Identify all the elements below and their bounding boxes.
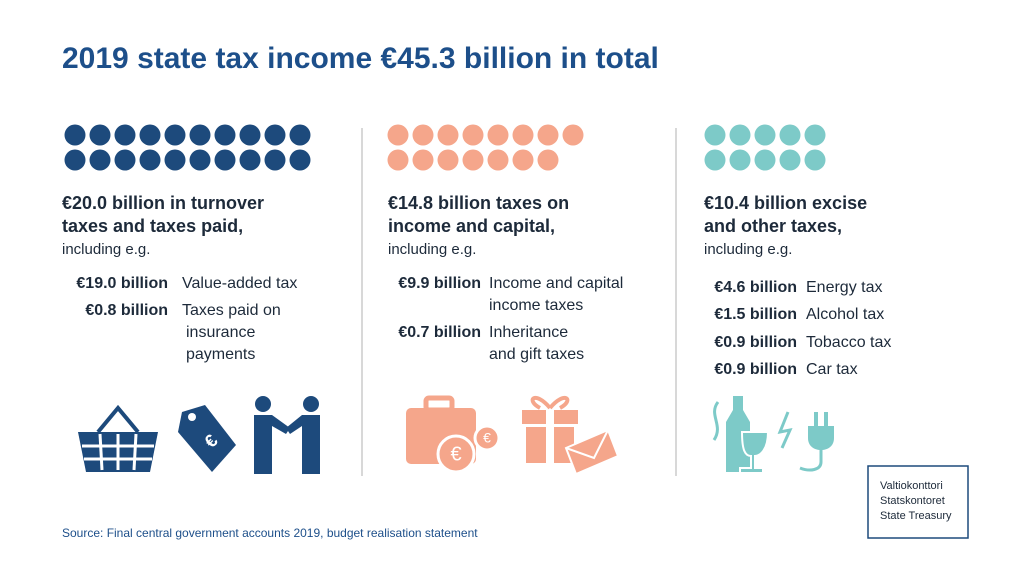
item-amount: €9.9 billion <box>398 275 481 292</box>
column-heading: and other taxes, <box>704 216 842 236</box>
dot <box>704 149 726 171</box>
dot <box>512 149 534 171</box>
dot <box>189 124 211 146</box>
dot <box>387 149 409 171</box>
item-label: Energy tax <box>806 279 882 296</box>
dot <box>387 124 409 146</box>
column-heading: taxes and taxes paid, <box>62 216 243 236</box>
dot <box>779 149 801 171</box>
item-amount: €0.9 billion <box>714 334 797 351</box>
column-heading: €14.8 billion taxes on <box>388 193 569 213</box>
column-note: including e.g. <box>62 241 150 258</box>
item-amount: €0.8 billion <box>85 302 168 319</box>
dot <box>804 124 826 146</box>
dot <box>164 149 186 171</box>
item-label: Alcohol tax <box>806 306 884 323</box>
dot <box>239 124 261 146</box>
dot <box>437 149 459 171</box>
item-amount: €1.5 billion <box>714 306 797 323</box>
title: 2019 state tax income €45.3 billion in t… <box>62 42 659 75</box>
icon-handshake <box>254 396 320 474</box>
dot <box>537 124 559 146</box>
column-heading: €10.4 billion excise <box>704 193 867 213</box>
item-label: income taxes <box>489 297 583 314</box>
dot <box>89 124 111 146</box>
item-label: Value-added tax <box>182 275 297 292</box>
icon-plug <box>777 411 834 472</box>
dot <box>804 149 826 171</box>
item-amount: €0.7 billion <box>398 324 481 341</box>
logo-line: Valtiokonttori <box>880 480 943 492</box>
logo-box <box>867 465 969 539</box>
item-amount: €4.6 billion <box>714 279 797 296</box>
column-heading: income and capital, <box>388 216 555 236</box>
dot <box>64 149 86 171</box>
dot <box>704 124 726 146</box>
source: Source: Final central government account… <box>62 526 478 540</box>
dot <box>139 149 161 171</box>
dot <box>164 124 186 146</box>
column-note: including e.g. <box>388 241 476 258</box>
item-label: Tobacco tax <box>806 334 891 351</box>
logo-line: Statskontoret <box>880 495 945 507</box>
item-amount: €19.0 billion <box>76 275 168 292</box>
column-note: including e.g. <box>704 241 792 258</box>
dot <box>729 149 751 171</box>
dot <box>289 124 311 146</box>
dot <box>264 149 286 171</box>
dot <box>264 124 286 146</box>
item-label: Inheritance <box>489 324 568 341</box>
dot <box>537 149 559 171</box>
column-heading: €20.0 billion in turnover <box>62 193 264 213</box>
dot <box>114 149 136 171</box>
dot <box>114 124 136 146</box>
item-label: insurance <box>186 324 255 341</box>
dot <box>462 124 484 146</box>
dot <box>779 124 801 146</box>
item-label: Car tax <box>806 361 858 378</box>
svg-text:€: € <box>450 443 461 465</box>
dot <box>562 124 584 146</box>
dot <box>214 149 236 171</box>
icon-basket <box>78 404 158 472</box>
logo-line: State Treasury <box>880 510 952 522</box>
dot <box>139 124 161 146</box>
dot <box>462 149 484 171</box>
dot <box>89 149 111 171</box>
icon-price-tag: € <box>178 405 236 472</box>
item-label: and gift taxes <box>489 346 584 363</box>
icon-bottle-glass <box>712 396 770 474</box>
dot <box>512 124 534 146</box>
dot <box>289 149 311 171</box>
dot <box>487 149 509 171</box>
dot <box>487 124 509 146</box>
item-label: Taxes paid on <box>182 302 281 319</box>
item-label: payments <box>186 346 255 363</box>
dot <box>729 124 751 146</box>
icon-briefcase: € € <box>406 395 501 474</box>
dot <box>412 149 434 171</box>
dot <box>189 149 211 171</box>
svg-text:€: € <box>483 430 491 446</box>
dot <box>754 124 776 146</box>
item-amount: €0.9 billion <box>714 361 797 378</box>
icon-gift <box>522 395 620 476</box>
item-label: Income and capital <box>489 275 623 292</box>
dot <box>239 149 261 171</box>
dot <box>754 149 776 171</box>
dot <box>437 124 459 146</box>
dot <box>412 124 434 146</box>
dot <box>214 124 236 146</box>
dot <box>64 124 86 146</box>
